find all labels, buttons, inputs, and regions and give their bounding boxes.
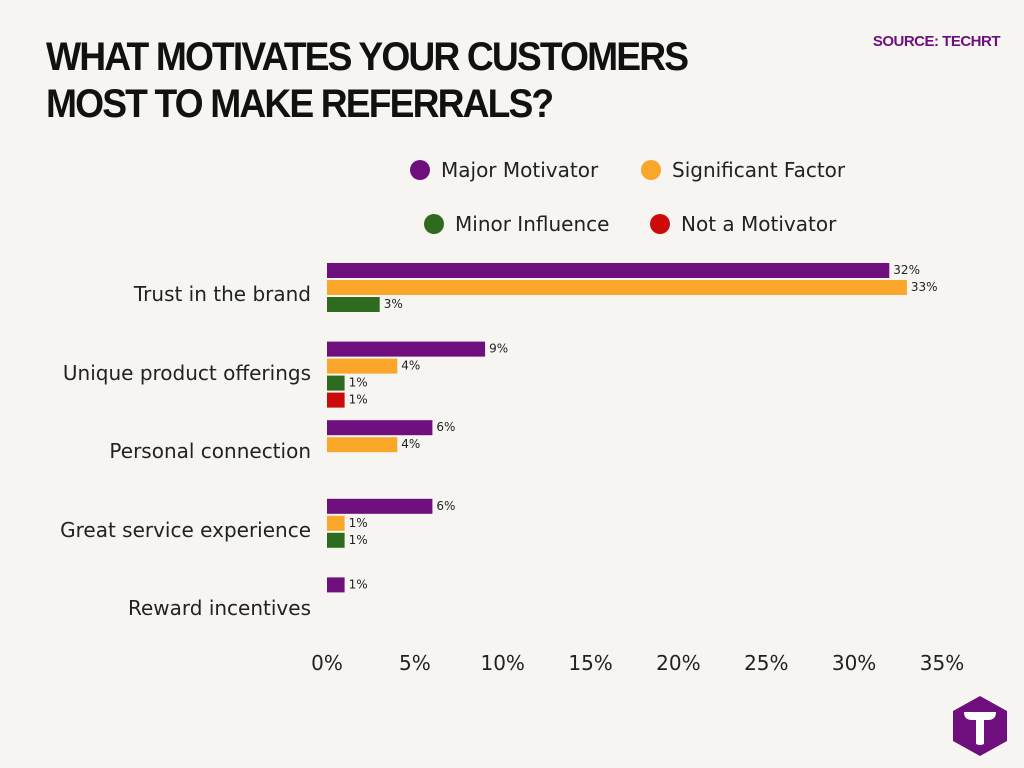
value-labels: 32% 33% 3% 9% 4% 1% 1% 6% 4% 6% 1% 1% 1%: [349, 263, 938, 591]
value-label-3-1: 1%: [349, 516, 368, 530]
value-label-4-0: 1%: [349, 577, 368, 591]
value-label-0-1: 33%: [911, 280, 938, 294]
x-tick-label-1: 5%: [399, 651, 431, 675]
value-label-0-2: 3%: [384, 297, 403, 311]
bar-0-0: [327, 263, 890, 278]
legend-label-2: Minor Influence: [455, 212, 609, 236]
x-tick-label-4: 20%: [656, 651, 700, 675]
legend-marker-0: [410, 160, 430, 180]
bar-2-0: [327, 420, 433, 436]
bar-1-3: [327, 392, 345, 408]
x-tick-label-3: 15%: [568, 651, 612, 675]
bar-2-1: [327, 437, 398, 453]
value-label-2-1: 4%: [401, 437, 420, 451]
x-axis-ticks: 0% 5% 10% 15% 20% 25% 30% 35%: [311, 651, 964, 675]
value-label-3-2: 1%: [349, 533, 368, 547]
chart-title: WHAT MOTIVATES YOUR CUSTOMERS MOST TO MA…: [46, 35, 689, 126]
category-label-1: Unique product offerings: [63, 361, 311, 385]
bar-3-2: [327, 532, 345, 548]
value-label-1-0: 9%: [489, 342, 508, 356]
value-label-0-0: 32%: [893, 263, 920, 277]
value-label-2-0: 6%: [436, 420, 455, 434]
bar-1-2: [327, 375, 345, 391]
category-label-4: Reward incentives: [128, 596, 311, 620]
x-tick-label-0: 0%: [311, 651, 343, 675]
x-tick-label-7: 35%: [920, 651, 964, 675]
chart-legend: Major Motivator Significant Factor Minor I…: [410, 158, 846, 236]
legend-label-1: Significant Factor: [672, 158, 846, 182]
value-label-1-1: 4%: [401, 359, 420, 373]
bar-0-2: [327, 297, 380, 312]
chart-bars: [327, 263, 907, 593]
bar-1-0: [327, 341, 486, 357]
category-labels: Trust in the brand Unique product offerin…: [60, 282, 311, 620]
legend-label-0: Major Motivator: [441, 158, 599, 182]
legend-label-3: Not a Motivator: [681, 212, 837, 236]
x-tick-label-2: 10%: [480, 651, 524, 675]
logo-letter-t: [964, 712, 996, 745]
t-hexagon-logo-icon: [953, 696, 1007, 756]
bar-3-1: [327, 515, 345, 531]
legend-marker-2: [424, 214, 444, 234]
legend-marker-3: [650, 214, 670, 234]
legend-marker-1: [641, 160, 661, 180]
category-label-0: Trust in the brand: [133, 282, 311, 306]
source-label: SOURCE: TECHRT: [872, 33, 1001, 50]
value-label-1-3: 1%: [349, 393, 368, 407]
value-label-1-2: 1%: [349, 376, 368, 390]
bar-0-1: [327, 280, 907, 295]
category-label-2: Personal connection: [109, 439, 311, 463]
bar-3-0: [327, 498, 433, 514]
value-label-3-0: 6%: [436, 499, 455, 513]
bar-4-0: [327, 577, 345, 593]
x-tick-label-6: 30%: [832, 651, 876, 675]
x-tick-label-5: 25%: [744, 651, 788, 675]
bar-1-1: [327, 358, 398, 374]
category-label-3: Great service experience: [60, 518, 311, 542]
